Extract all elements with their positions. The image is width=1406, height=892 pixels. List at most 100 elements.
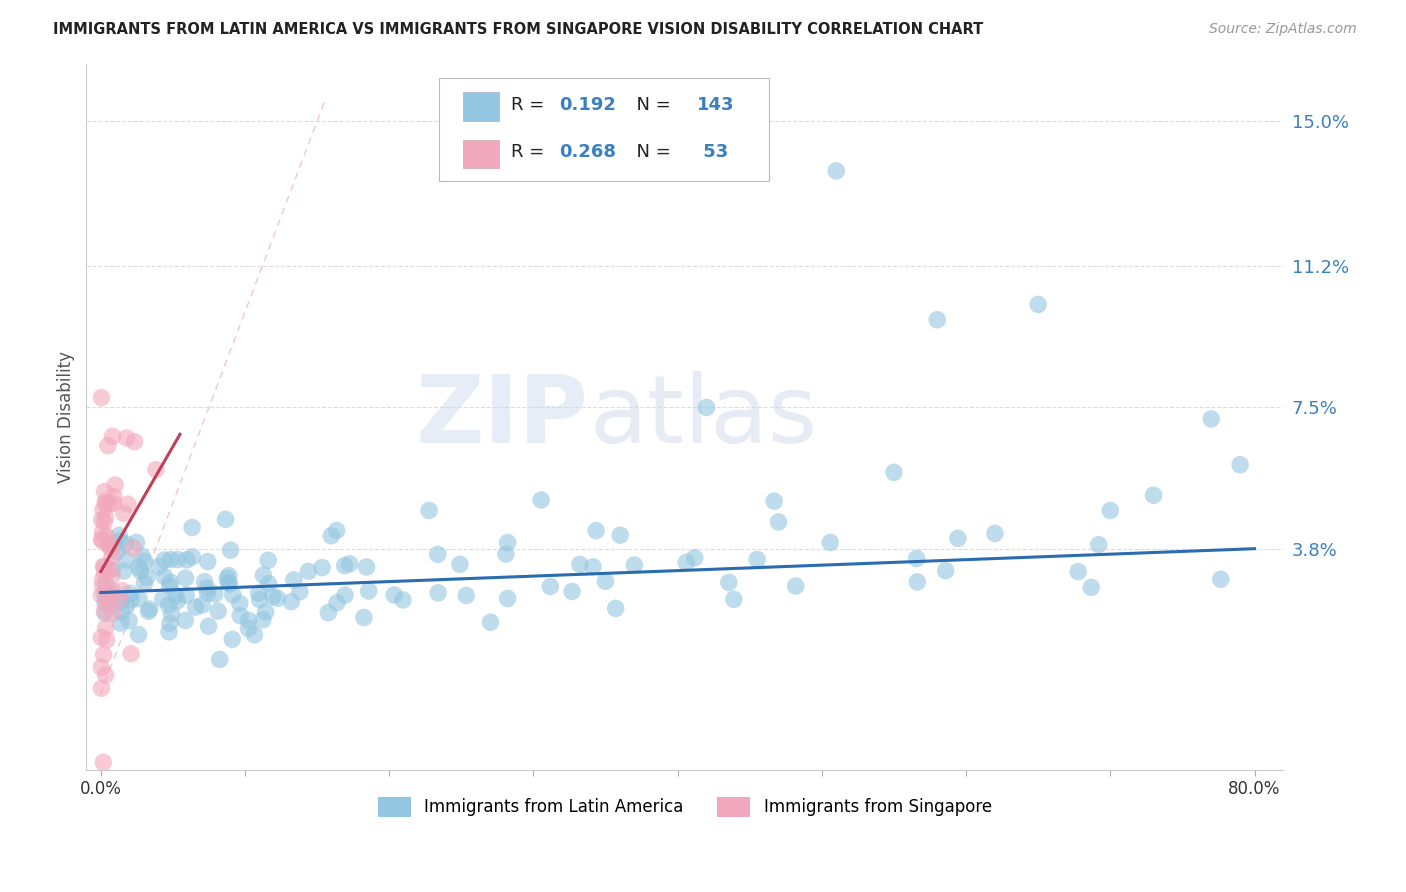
Y-axis label: Vision Disability: Vision Disability [58,351,75,483]
Point [382,588,405,602]
Point [111,583,134,598]
Point [207,604,229,618]
Point [283,573,305,587]
Text: 143: 143 [697,96,734,114]
Point [1142,488,1164,502]
Text: IMMIGRANTS FROM LATIN AMERICA VS IMMIGRANTS FROM SINGAPORE VISION DISABILITY COR: IMMIGRANTS FROM LATIN AMERICA VS IMMIGRA… [53,22,984,37]
Point [181,549,204,564]
Point [152,591,174,606]
Text: R =: R = [512,96,550,114]
Point [114,537,136,551]
Point [495,547,517,561]
Point [90,533,112,547]
Point [1080,581,1102,595]
Point [101,562,124,576]
Point [115,553,138,567]
Point [101,583,124,598]
Point [174,571,197,585]
Point [825,164,848,178]
Point [108,533,131,548]
Point [103,536,125,550]
Point [204,587,226,601]
Point [623,558,645,572]
Point [197,619,219,633]
Point [97,439,120,453]
Point [98,562,121,576]
Point [98,497,121,511]
Point [93,559,115,574]
Point [153,569,176,583]
Point [97,593,120,607]
Point [93,484,115,499]
Point [120,647,142,661]
Point [266,591,288,606]
Point [984,526,1007,541]
Point [243,628,266,642]
Point [94,607,117,621]
Point [356,560,378,574]
Text: 0.192: 0.192 [560,96,616,114]
Point [107,593,129,607]
Point [94,668,117,682]
Point [101,429,124,443]
Point [538,579,561,593]
Point [148,559,170,574]
Point [763,494,786,508]
Point [217,575,239,590]
Point [94,495,117,509]
Point [184,600,207,615]
Point [103,489,125,503]
Point [229,596,252,610]
Point [165,589,187,603]
Point [96,633,118,648]
Point [93,559,115,574]
Point [238,622,260,636]
Point [110,594,132,608]
FancyBboxPatch shape [440,78,769,180]
Point [905,551,928,566]
Point [157,624,180,639]
Point [138,604,160,618]
Point [159,552,181,566]
Point [91,524,114,539]
Point [124,434,146,449]
Point [94,577,117,591]
Point [94,585,117,599]
Point [120,592,142,607]
Point [717,575,740,590]
Point [94,621,117,635]
Legend: Immigrants from Latin America, Immigrants from Singapore: Immigrants from Latin America, Immigrant… [370,789,1000,825]
Point [112,564,135,578]
Point [128,627,150,641]
Point [257,553,280,567]
Point [134,554,156,568]
Point [326,596,349,610]
Point [90,513,112,527]
Point [129,564,152,578]
Point [195,581,218,595]
Point [94,497,117,511]
Point [530,493,553,508]
Text: R =: R = [512,144,550,161]
Point [582,559,605,574]
Point [249,592,271,607]
Point [935,564,957,578]
Point [785,579,807,593]
Point [197,555,219,569]
Point [136,570,159,584]
Point [222,588,245,602]
Point [96,585,118,599]
Point [117,497,139,511]
Point [91,503,114,517]
Point [280,594,302,608]
Point [94,590,117,604]
Point [1099,503,1122,517]
Point [91,533,114,548]
Point [905,574,928,589]
Point [252,613,274,627]
Point [595,574,617,589]
Point [91,756,114,770]
Point [946,532,969,546]
Point [90,681,112,696]
Point [98,539,121,553]
